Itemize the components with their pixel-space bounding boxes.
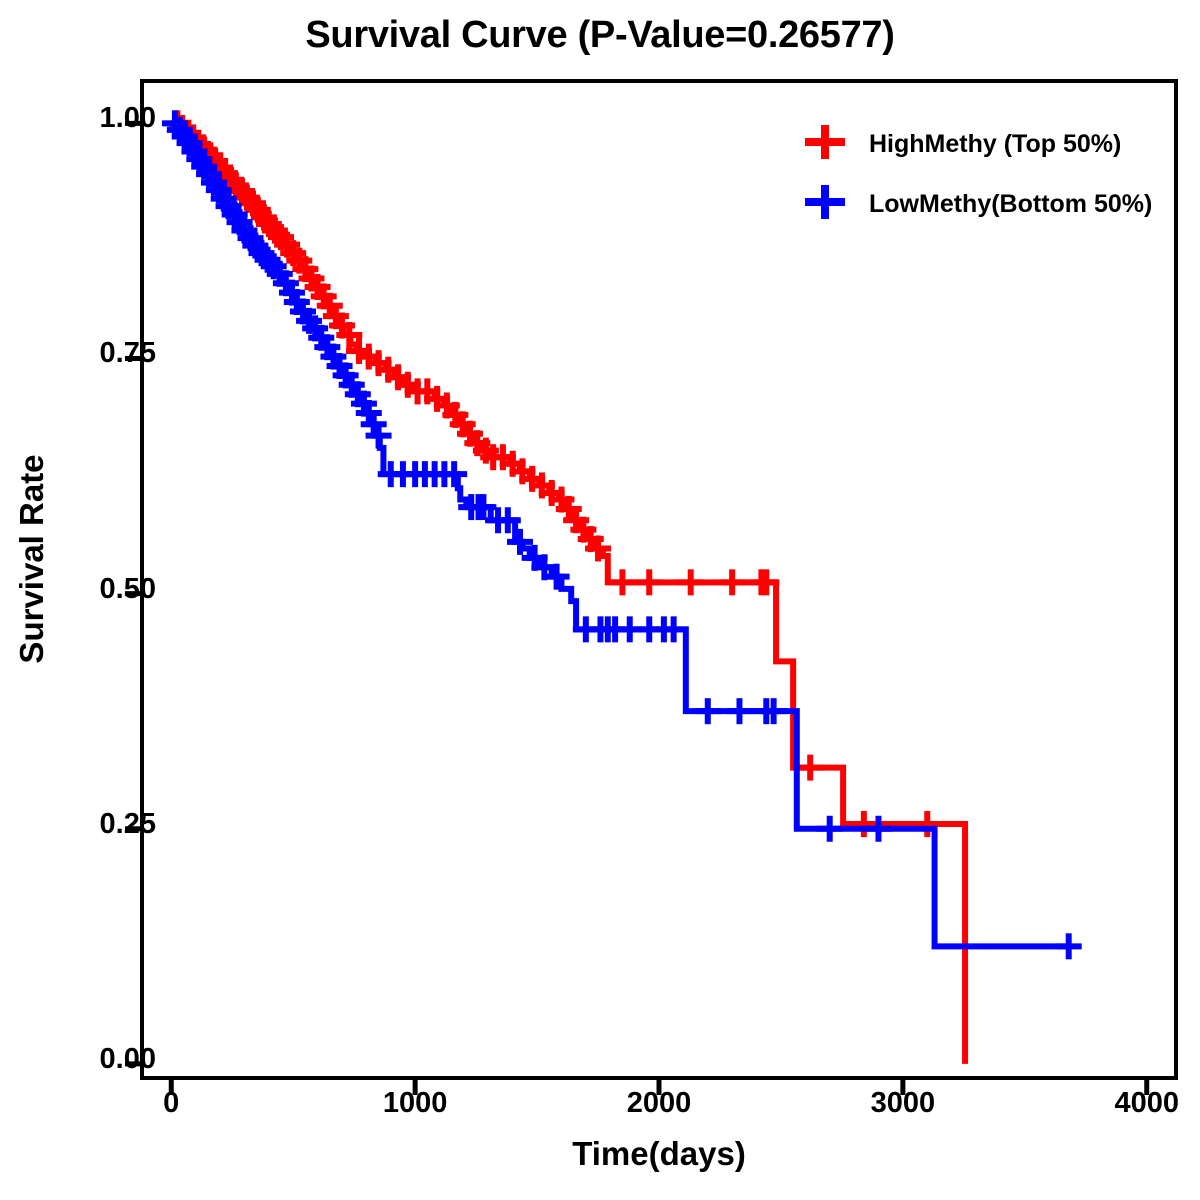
legend-label-low-methy: LowMethy(Bottom 50%) xyxy=(869,190,1152,218)
censor-tick-icon xyxy=(441,461,468,488)
x-tick-label: 0 xyxy=(163,1087,180,1119)
censor-tick-icon xyxy=(914,811,941,838)
y-tick-label: 0.25 xyxy=(99,807,156,840)
censor-tick-icon xyxy=(1055,933,1082,960)
censor-tick-icon xyxy=(336,321,363,348)
legend-marker-high-methy xyxy=(805,125,845,159)
y-tick-label: 0.00 xyxy=(99,1042,156,1075)
series-layer xyxy=(161,110,1082,1064)
x-tick-label: 1000 xyxy=(382,1087,448,1119)
censor-tick-icon xyxy=(865,815,892,842)
censor-tick-icon xyxy=(585,535,612,562)
x-axis-label: Time(days) xyxy=(572,1135,746,1172)
censor-tick-icon xyxy=(797,754,824,781)
y-tick-label: 0.75 xyxy=(99,337,156,370)
y-tick-label: 1.00 xyxy=(99,102,156,135)
censor-tick-icon xyxy=(470,494,497,521)
censor-tick-icon xyxy=(494,507,521,534)
censor-tick-icon xyxy=(719,569,746,596)
series-low-methy xyxy=(161,110,1082,960)
censor-tick-icon xyxy=(726,698,753,725)
x-tick-label: 4000 xyxy=(1114,1087,1179,1119)
censor-tick-icon xyxy=(677,569,704,596)
legend-label-high-methy: HighMethy (Top 50%) xyxy=(869,130,1121,158)
censor-tick-icon xyxy=(660,616,687,643)
censor-tick-icon xyxy=(543,563,570,590)
censor-tick-icon xyxy=(694,698,721,725)
censor-tick-icon xyxy=(816,815,843,842)
censor-tick-icon xyxy=(506,528,533,555)
legend-marker-low-methy xyxy=(805,185,845,219)
censor-tick-icon xyxy=(636,569,663,596)
censor-tick-icon xyxy=(609,569,636,596)
x-tick-label: 3000 xyxy=(870,1087,936,1119)
censor-tick-icon xyxy=(365,422,392,449)
censor-tick-icon xyxy=(753,569,780,596)
censor-tick-icon xyxy=(760,698,787,725)
y-tick-label: 0.50 xyxy=(99,572,156,605)
chart-title: Survival Curve (P-Value=0.26577) xyxy=(305,14,895,56)
censor-tick-icon xyxy=(850,811,877,838)
axis-tick-marks xyxy=(125,120,1150,1095)
x-tick-label: 2000 xyxy=(626,1087,692,1119)
chart-legend: HighMethy (Top 50%) LowMethy(Bottom 50%) xyxy=(805,125,1152,219)
